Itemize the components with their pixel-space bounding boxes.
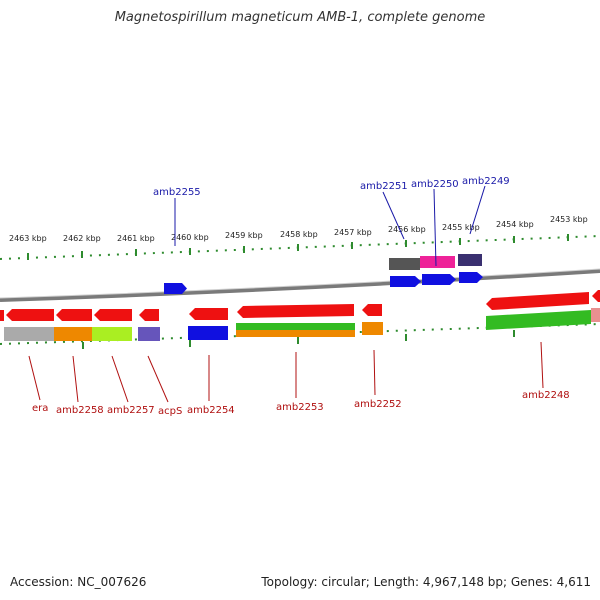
tick-label: 2463 kbp [9,234,47,243]
cog-bar [236,330,355,337]
tick-label: 2455 kbp [442,223,480,232]
bottom-gene-labels: era amb2258 amb2257 acpS amb2254 amb2253… [32,390,570,417]
top-gene-labels: amb2255 amb2251 amb2250 amb2249 [153,176,510,198]
gene-label-amb2255[interactable]: amb2255 [153,187,201,198]
gene-label-amb2253[interactable]: amb2253 [276,402,324,413]
gene-label-era[interactable]: era [32,403,48,414]
gene-partial-right[interactable] [592,290,600,302]
reverse-genes [0,290,600,341]
gene-amb2250[interactable] [422,274,456,285]
gene-amb2255[interactable] [164,283,187,294]
gene-era[interactable] [6,309,54,321]
tick-label: 2454 kbp [496,220,534,229]
gene-amb2253[interactable] [237,304,354,318]
gene-label-amb2258[interactable]: amb2258 [56,405,104,416]
gene-amb2248[interactable] [486,292,589,310]
gene-label-amb2251[interactable]: amb2251 [360,181,408,192]
gene-amb2252[interactable] [362,304,382,316]
cog-bar [420,256,455,268]
tick-label: 2457 kbp [334,228,372,237]
tick-label: 2462 kbp [63,234,101,243]
gene-label-acpS[interactable]: acpS [158,406,182,417]
gene-amb2249[interactable] [459,272,483,283]
cog-bar [486,310,591,330]
gene-amb2254[interactable] [189,308,228,320]
chromosome-backbone [0,269,600,302]
tick-label: 2456 kbp [388,225,426,234]
kbp-ticks: 2463 kbp 2462 kbp 2461 kbp 2460 kbp 2459… [9,215,588,260]
gene-label-amb2248[interactable]: amb2248 [522,390,570,401]
tick-label: 2453 kbp [550,215,588,224]
gene-partial-left[interactable] [0,310,4,321]
tick-label: 2459 kbp [225,231,263,240]
cog-bar [458,254,482,266]
tick-label: 2460 kbp [171,233,209,242]
gene-label-amb2257[interactable]: amb2257 [107,405,155,416]
cog-bar [591,308,600,322]
cog-bar [188,326,228,340]
tick-label: 2461 kbp [117,234,155,243]
bottom-label-leaders [28,341,544,403]
map-title: Magnetospirillum magneticum AMB-1, compl… [114,10,486,25]
gene-amb2251[interactable] [390,276,421,287]
gene-acpS[interactable] [139,309,159,321]
gene-label-amb2254[interactable]: amb2254 [187,405,235,416]
gene-label-amb2252[interactable]: amb2252 [354,399,402,410]
upper-tick-track [0,235,600,260]
cog-bar [54,327,92,341]
gene-label-amb2249[interactable]: amb2249 [462,176,510,187]
top-label-leaders [174,185,486,267]
gene-label-amb2250[interactable]: amb2250 [411,179,459,190]
gene-amb2258[interactable] [56,309,92,321]
cog-bar [389,258,420,270]
forward-genes [164,254,483,294]
accession-text: Accession: NC_007626 [10,575,147,589]
cog-bar [138,327,160,341]
gene-amb2257[interactable] [94,309,132,321]
genome-summary-text: Topology: circular; Length: 4,967,148 bp… [261,575,591,589]
cog-bar [92,327,132,341]
chromosome-backbone-highlight [0,268,600,299]
cog-bar [236,323,355,330]
cog-bar [4,327,54,341]
cog-bar [362,322,383,335]
tick-label: 2458 kbp [280,230,318,239]
